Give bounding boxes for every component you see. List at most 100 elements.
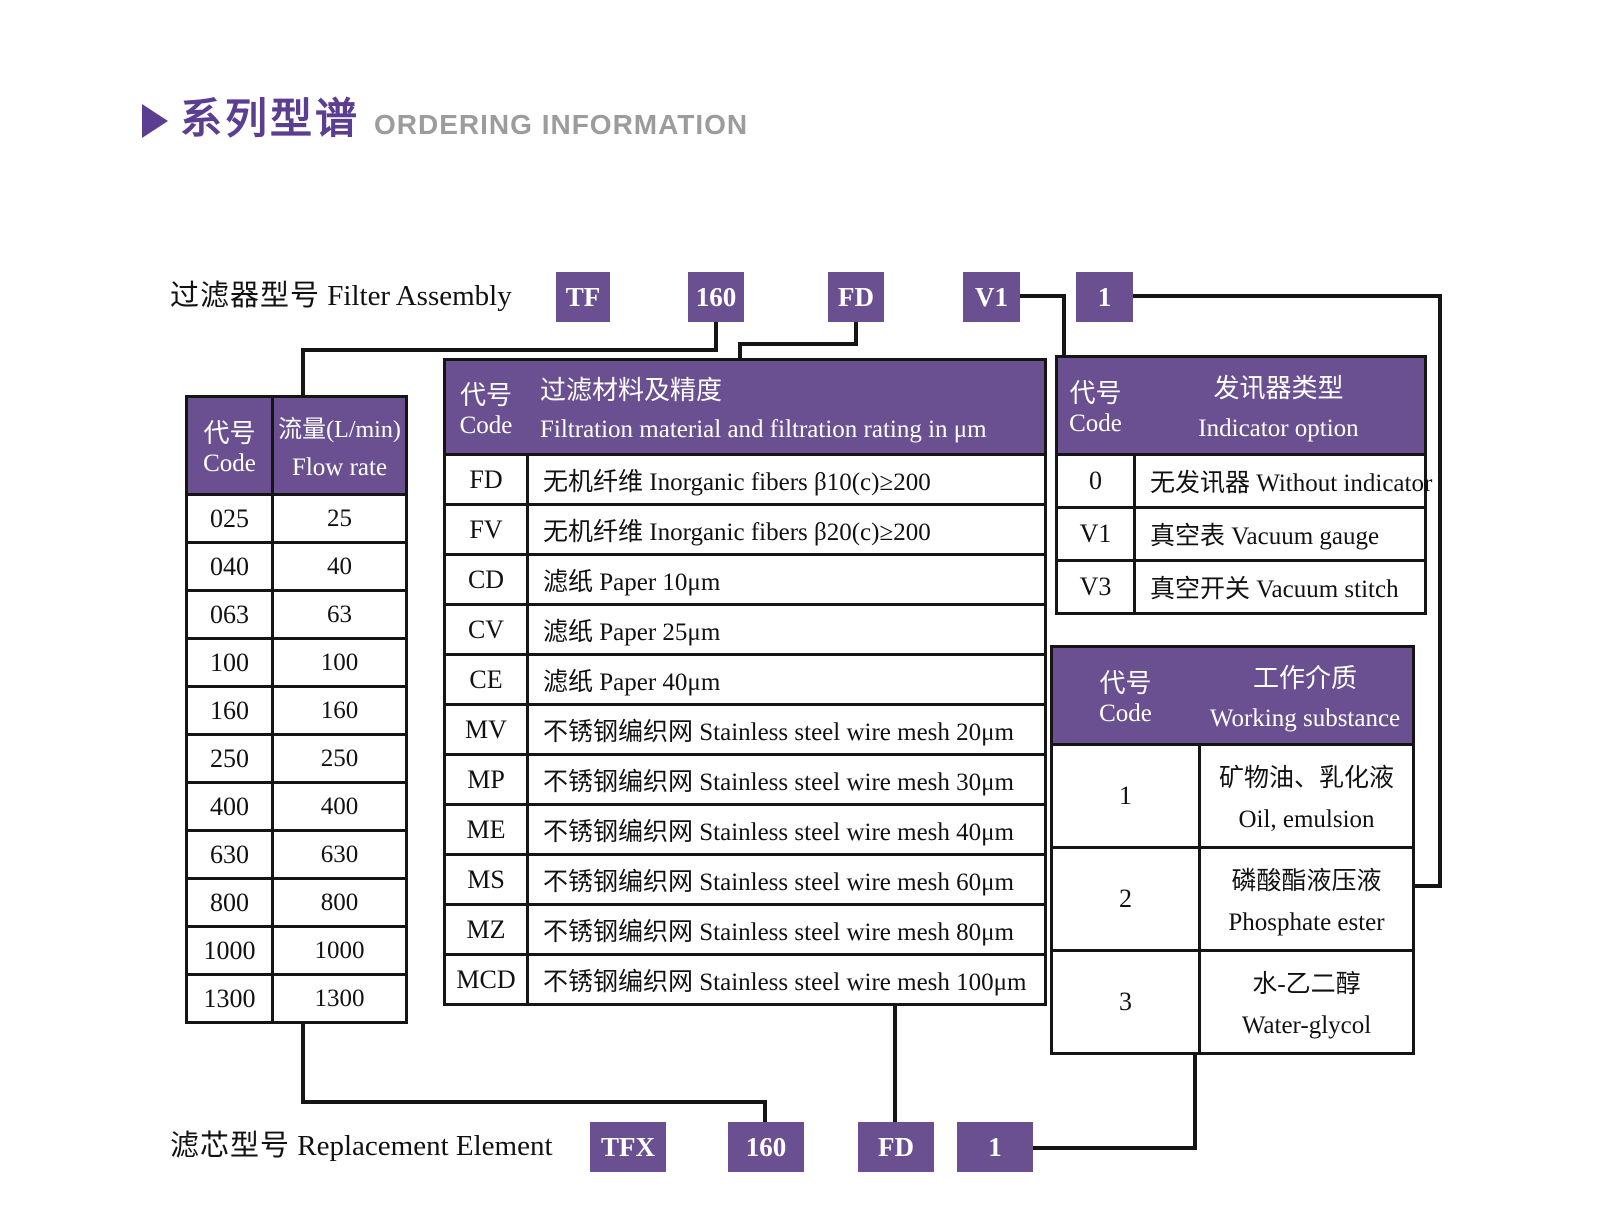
table-row: 160 160 (188, 685, 405, 733)
cell-code: 1 (1119, 781, 1132, 810)
cell-code: 0 (1089, 466, 1102, 495)
connector-media-to-filtration-table-h (738, 342, 858, 346)
substance-header-value: 工作介质 Working substance (1198, 648, 1412, 743)
cell-value: 水-乙二醇 Water-glycol (1198, 952, 1412, 1052)
cell-value: 40 (271, 544, 405, 589)
cell-code: ME (466, 814, 506, 844)
table-row: 025 25 (188, 493, 405, 541)
table-row: 040 40 (188, 541, 405, 589)
cell-value: 矿物油、乳化液 Oil, emulsion (1198, 746, 1412, 846)
element-box-size: 160 (728, 1122, 804, 1172)
table-row: CV 滤纸 Paper 25μm (446, 603, 1044, 653)
table-row: 800 800 (188, 877, 405, 925)
replacement-element-label-zh: 滤芯型号 (170, 1130, 291, 1162)
connector-flow-table-to-element-size-v2 (763, 1100, 767, 1124)
flow-header-value-en: Flow rate (291, 454, 388, 482)
cell-value: 不锈钢编织网 Stainless steel wire mesh 30μm (526, 756, 1044, 803)
page-title: 系列型谱 ORDERING INFORMATION (142, 98, 748, 140)
indicator-header-code: 代号 Code (1058, 358, 1133, 453)
cell-value-en: Water-glycol (1241, 1012, 1372, 1039)
cell-value-zh: 磷酸酯液压液 (1231, 868, 1382, 895)
substance-header-code-en: Code (1099, 700, 1152, 727)
cell-code: CE (469, 664, 503, 694)
substance-table-header: 代号 Code 工作介质 Working substance (1053, 648, 1412, 743)
flow-header-code-zh: 代号 (203, 419, 256, 448)
substance-header-code-zh: 代号 (1099, 669, 1152, 698)
flow-table: 代号 Code 流量(L/min) Flow rate 025 25 040 40 … (185, 395, 408, 1024)
table-row: MV 不锈钢编织网 Stainless steel wire mesh 20μm (446, 703, 1044, 753)
indicator-header-code-zh: 代号 (1069, 379, 1122, 408)
connector-substance-table-to-element-substance-v (1193, 1052, 1197, 1150)
table-row: 3 水-乙二醇 Water-glycol (1053, 949, 1412, 1052)
replacement-element-label: 滤芯型号 Replacement Element (170, 1130, 553, 1162)
connector-substance-table-to-element-substance-h (1031, 1146, 1197, 1150)
cell-code: 2 (1119, 884, 1132, 913)
cell-value: 滤纸 Paper 25μm (526, 606, 1044, 653)
connector-flow-table-to-element-size-v1 (301, 1016, 305, 1104)
cell-code: 040 (210, 551, 249, 581)
table-row: MP 不锈钢编织网 Stainless steel wire mesh 30μm (446, 753, 1044, 803)
table-row: MCD 不锈钢编织网 Stainless steel wire mesh 100μ… (446, 953, 1044, 1003)
table-row: CD 滤纸 Paper 10μm (446, 553, 1044, 603)
substance-header-value-zh: 工作介质 (1252, 664, 1357, 693)
substance-header-code: 代号 Code (1053, 648, 1198, 743)
filtration-header-value-zh: 过滤材料及精度 (540, 376, 723, 405)
cell-code: 160 (210, 695, 249, 725)
connector-indicator-to-indicator-table-h (1020, 294, 1066, 298)
filtration-table: 代号 Code 过滤材料及精度 Filtration material and … (443, 358, 1047, 1006)
table-row: FV 无机纤维 Inorganic fibers β20(c)≥200 (446, 503, 1044, 553)
cell-code: 3 (1119, 987, 1132, 1016)
cell-value: 真空表 Vacuum gauge (1133, 509, 1424, 559)
cell-value: 不锈钢编织网 Stainless steel wire mesh 20μm (526, 706, 1044, 753)
filtration-header-value: 过滤材料及精度 Filtration material and filtrati… (526, 361, 1044, 453)
connector-filtration-table-to-element-media-v (893, 1000, 897, 1124)
cell-value: 真空开关 Vacuum stitch (1133, 562, 1424, 612)
indicator-table: 代号 Code 发讯器类型 Indicator option 0 无发讯器 Wit… (1055, 355, 1432, 615)
table-row: CE 滤纸 Paper 40μm (446, 653, 1044, 703)
page-title-en: ORDERING INFORMATION (374, 109, 749, 140)
cell-code: 250 (210, 743, 249, 773)
table-row: 630 630 (188, 829, 405, 877)
table-row: ME 不锈钢编织网 Stainless steel wire mesh 40μm (446, 803, 1044, 853)
cell-code: MCD (456, 964, 516, 994)
cell-value-zh: 矿物油、乳化液 (1218, 765, 1394, 792)
substance-header-value-en: Working substance (1209, 705, 1401, 732)
table-row: MS 不锈钢编织网 Stainless steel wire mesh 60μm (446, 853, 1044, 903)
cell-code: 063 (210, 599, 249, 629)
cell-value: 不锈钢编织网 Stainless steel wire mesh 100μm (526, 956, 1044, 1003)
cell-code: CV (467, 614, 505, 644)
filter-assembly-label-zh: 过滤器型号 (170, 280, 321, 312)
connector-size-to-flow-table-h (301, 348, 718, 352)
table-row: 250 250 (188, 733, 405, 781)
cell-code: 800 (210, 887, 249, 917)
table-row: 2 磷酸酯液压液 Phosphate ester (1053, 846, 1412, 949)
table-row: 0 无发讯器 Without indicator (1058, 453, 1432, 506)
cell-code: FD (469, 464, 503, 494)
cell-code: MV (465, 714, 507, 744)
connector-size-to-flow-table-v1 (714, 322, 718, 352)
connector-substance-to-substance-table-v (1438, 294, 1442, 888)
cell-code: 100 (210, 647, 249, 677)
cell-code: MP (467, 764, 505, 794)
connector-substance-to-substance-table-h1 (1133, 294, 1442, 298)
cell-value: 滤纸 Paper 10μm (526, 556, 1044, 603)
cell-value-en: Phosphate ester (1228, 909, 1385, 936)
cell-value: 滤纸 Paper 40μm (526, 656, 1044, 703)
element-box-tfx: TFX (590, 1122, 666, 1172)
table-row: 063 63 (188, 589, 405, 637)
cell-value: 25 (271, 496, 405, 541)
filtration-header-value-en: Filtration material and filtration ratin… (540, 416, 987, 443)
cell-value: 不锈钢编织网 Stainless steel wire mesh 60μm (526, 856, 1044, 903)
table-row: 400 400 (188, 781, 405, 829)
table-row: 1 矿物油、乳化液 Oil, emulsion (1053, 743, 1412, 846)
connector-media-to-filtration-table-v1 (854, 322, 858, 346)
cell-code: V3 (1079, 572, 1112, 601)
cell-value: 不锈钢编织网 Stainless steel wire mesh 40μm (526, 806, 1044, 853)
substance-table: 代号 Code 工作介质 Working substance 1 矿物油、乳化液… (1050, 645, 1415, 1055)
title-arrow-icon (142, 104, 168, 138)
cell-value: 1300 (271, 976, 405, 1021)
model-box-media: FD (828, 272, 884, 322)
flow-header-code-en: Code (203, 450, 256, 477)
model-box-indicator: V1 (963, 272, 1020, 322)
